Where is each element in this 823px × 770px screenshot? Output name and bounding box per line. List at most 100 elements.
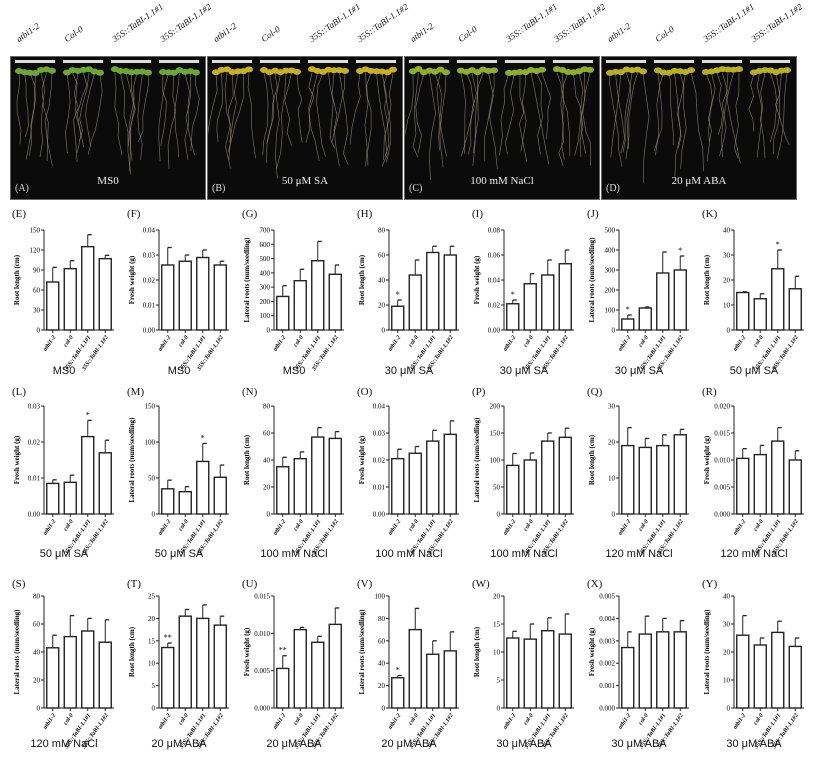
scale-bar (654, 60, 694, 63)
root (167, 72, 177, 169)
root (78, 72, 90, 142)
leaf (490, 67, 498, 74)
root (125, 72, 135, 172)
bar (523, 459, 537, 515)
x-tick-label: atbi1-2 (43, 713, 58, 731)
panel-label: (M) (127, 386, 145, 398)
panel-label: (R) (702, 386, 717, 398)
bar-chart: Lateral roots (num/seedling) 0 10 20 30 40 atb… (703, 593, 804, 751)
bar (621, 444, 635, 515)
y-tick-label: 0.004 (599, 615, 615, 623)
significance-mark: * (201, 433, 205, 442)
bar (98, 452, 112, 515)
root (296, 72, 303, 143)
root (573, 72, 584, 158)
y-tick-label: 0.000 (599, 705, 615, 713)
bar (753, 298, 767, 331)
root (716, 72, 723, 135)
x-tick-label: atbi1-2 (733, 519, 748, 537)
root (468, 72, 477, 155)
bar-chart: Lateral roots (num/seedling) 0 50 100 150 200… (473, 403, 574, 557)
x-tick-label: col-0 (523, 335, 535, 349)
x-tick-label: col-0 (178, 335, 190, 349)
y-tick-label: 0.02 (28, 439, 41, 447)
y-tick-label: 0.005 (254, 667, 270, 675)
root (560, 72, 569, 160)
y-axis-label: Root length (cm) (358, 254, 366, 305)
bar (541, 440, 555, 515)
condition-label: MS0 (282, 365, 306, 377)
root (439, 72, 447, 167)
scale-bar (702, 60, 742, 63)
genotype-label: atbi1-2 (211, 20, 239, 44)
genotype-label: atbi1-2 (605, 20, 633, 44)
root (349, 72, 361, 145)
leaf (293, 68, 301, 75)
x-tick-label: col-0 (293, 335, 305, 349)
root (484, 72, 495, 161)
y-tick-label: 0.010 (714, 457, 730, 465)
root (305, 72, 315, 143)
panel-label: (F) (127, 208, 141, 220)
genotype-label: 35S::TaBI-1.1#2 (355, 1, 411, 44)
x-tick-label: col-0 (293, 519, 305, 533)
y-axis-label: Root length (cm) (473, 626, 481, 677)
bar (443, 433, 457, 515)
bar (98, 257, 112, 331)
leaf (639, 68, 647, 75)
root (376, 72, 388, 167)
y-tick-label: 20 (493, 593, 501, 601)
x-tick-label: col-0 (178, 713, 190, 727)
root (39, 72, 46, 157)
root (41, 72, 49, 162)
bar-chart: Fresh weight (g) 0.00 0.02 0.04 0.06 0.08 * atb… (473, 227, 574, 373)
y-axis-label: Lateral roots (num/seedling) (243, 237, 251, 323)
photo-panel-label: (A) (15, 183, 29, 194)
root (642, 72, 650, 183)
panel-label: (O) (357, 386, 373, 398)
bar (63, 267, 77, 331)
y-tick-label: 150 (30, 227, 41, 235)
genotype-label: atbi1-2 (408, 20, 436, 44)
leaf (144, 69, 152, 76)
y-tick-label: 80 (378, 615, 386, 623)
root (266, 72, 275, 144)
y-tick-label: 0 (727, 705, 731, 713)
x-tick-label: col-0 (63, 519, 75, 533)
root (229, 72, 239, 143)
y-tick-label: 400 (260, 269, 271, 277)
seedling-photo: (B) 50 μM SA (207, 56, 403, 200)
y-tick-label: 10 (148, 660, 156, 668)
root (174, 72, 180, 158)
bar (328, 623, 342, 709)
significance-mark: * (678, 246, 682, 255)
x-tick-label: col-0 (753, 335, 765, 349)
bar (98, 641, 112, 709)
bar (788, 288, 802, 331)
root (44, 72, 53, 166)
y-tick-label: 20 (33, 677, 41, 685)
y-axis-label: Root length (cm) (128, 626, 136, 677)
x-tick-label: col-0 (523, 519, 535, 533)
y-tick-label: 15 (493, 621, 501, 629)
root (415, 72, 425, 153)
y-tick-label: 0.00 (373, 511, 386, 519)
root (85, 72, 95, 147)
x-tick-label: col-0 (63, 335, 75, 349)
y-axis-label: Lateral roots (num/seedling) (358, 609, 366, 695)
x-tick-label: atbi1-2 (273, 713, 288, 731)
bar-chart: Fresh weight (g) 0.000 0.001 0.002 0.003 0.00… (588, 593, 689, 751)
y-tick-label: 20 (378, 682, 386, 690)
bar (656, 631, 670, 709)
y-tick-label: 200 (260, 298, 271, 306)
bar (506, 303, 520, 331)
root (775, 72, 790, 145)
y-tick-label: 80 (378, 227, 386, 235)
scale-bar (553, 60, 593, 63)
root (773, 72, 782, 155)
bar (81, 630, 95, 709)
bar (81, 245, 95, 331)
scale-bar (63, 60, 103, 63)
